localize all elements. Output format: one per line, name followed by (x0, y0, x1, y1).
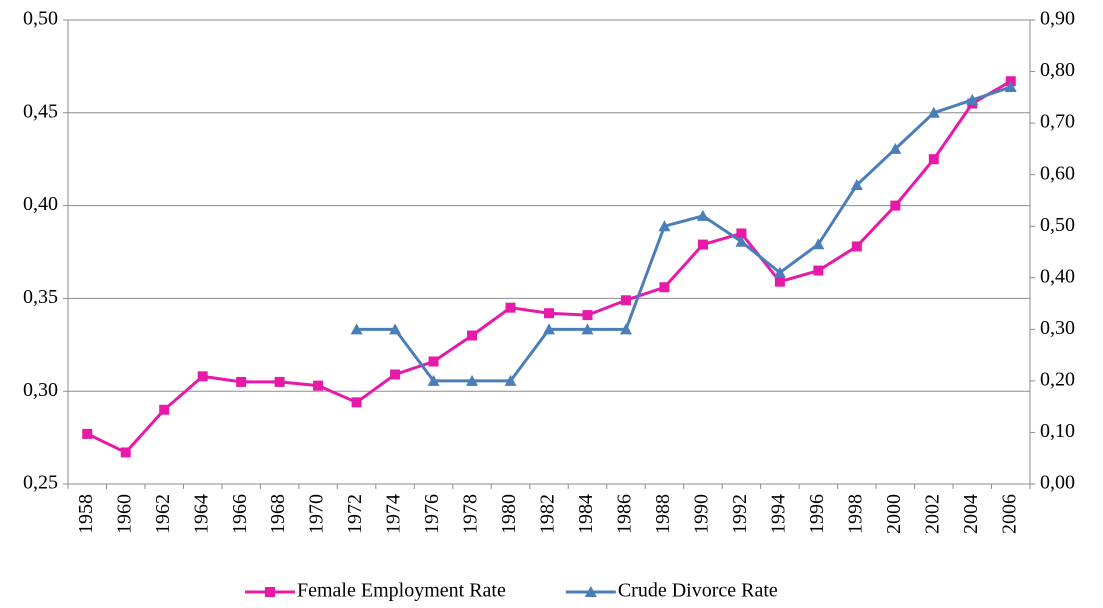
y2-tick-label: 0,40 (1040, 265, 1075, 287)
data-point (850, 178, 863, 190)
legend-marker (265, 587, 275, 597)
x-tick-label: 1982 (537, 494, 559, 534)
x-tick-label: 1980 (498, 494, 520, 534)
y2-tick-label: 0,20 (1040, 368, 1075, 390)
data-point (427, 374, 440, 386)
x-tick-label: 2006 (998, 494, 1020, 534)
data-point (350, 323, 363, 335)
series-line (356, 85, 1012, 383)
x-tick-label: 2000 (883, 494, 905, 534)
data-point (736, 228, 747, 239)
data-point (197, 371, 208, 382)
x-tick-label: 1960 (113, 494, 135, 534)
x-tick-label: 1998 (844, 494, 866, 534)
x-tick-label: 1996 (806, 494, 828, 534)
legend-marker (584, 586, 597, 597)
x-tick-label: 1992 (729, 494, 751, 534)
data-point (619, 323, 632, 335)
x-tick-label: 2004 (960, 494, 982, 534)
data-point (658, 220, 671, 232)
y2-tick-label: 0,80 (1040, 59, 1075, 81)
data-point (543, 323, 555, 335)
y2-tick-label: 0,10 (1040, 420, 1075, 442)
y-tick-label: 0,45 (23, 100, 58, 122)
data-point (1004, 81, 1017, 93)
legend-label: Female Employment Rate (297, 580, 506, 602)
data-point (313, 380, 324, 391)
data-point (120, 447, 131, 458)
data-point (774, 276, 785, 287)
data-point (467, 330, 478, 341)
y2-tick-label: 0,00 (1040, 472, 1075, 494)
data-point (928, 154, 939, 165)
x-tick-label: 1968 (267, 494, 289, 534)
x-tick-label: 1974 (383, 494, 405, 534)
series-line (86, 79, 1012, 455)
data-point (620, 295, 631, 306)
x-tick-label: 1990 (691, 494, 713, 534)
data-point (927, 106, 940, 118)
data-point (389, 323, 402, 335)
x-tick-label: 1994 (767, 494, 789, 534)
data-point (696, 209, 709, 221)
data-point (274, 376, 285, 387)
y2-tick-label: 0,30 (1040, 317, 1075, 339)
legend-label: Crude Divorce Rate (618, 580, 778, 602)
data-point (159, 404, 170, 415)
x-tick-label: 1958 (75, 494, 97, 534)
data-point (659, 282, 670, 293)
x-tick-label: 1978 (460, 494, 482, 534)
x-tick-label: 1976 (421, 494, 443, 534)
data-point (773, 266, 786, 278)
data-point (581, 323, 594, 335)
x-tick-label: 1986 (614, 494, 636, 534)
data-point (889, 142, 902, 154)
y2-tick-label: 0,50 (1040, 214, 1075, 236)
x-tick-label: 1970 (306, 494, 328, 534)
data-point (697, 239, 708, 250)
data-point (582, 310, 593, 321)
y2-tick-label: 0,60 (1040, 162, 1075, 184)
data-point (505, 302, 516, 313)
data-point (813, 265, 824, 276)
data-point (890, 200, 901, 211)
x-tick-label: 1964 (190, 494, 212, 534)
y-tick-label: 0,50 (23, 8, 58, 30)
data-point (466, 374, 479, 386)
y-tick-label: 0,25 (23, 472, 58, 494)
data-point (236, 376, 247, 387)
x-tick-label: 1972 (344, 494, 366, 534)
y-tick-label: 0,30 (23, 379, 58, 401)
y-tick-label: 0,35 (23, 286, 58, 308)
data-point (812, 238, 825, 250)
x-tick-label: 2002 (921, 494, 943, 534)
data-point (735, 235, 748, 247)
data-point (544, 308, 554, 319)
x-tick-label: 1988 (652, 494, 674, 534)
data-point (966, 93, 979, 105)
data-point (504, 374, 517, 386)
y2-tick-label: 0,90 (1040, 8, 1075, 30)
data-point (82, 428, 93, 439)
x-tick-label: 1984 (575, 494, 597, 534)
data-point (351, 397, 362, 408)
y2-tick-label: 0,70 (1040, 111, 1075, 133)
y-tick-label: 0,40 (23, 193, 58, 215)
data-point (851, 241, 862, 252)
x-tick-label: 1966 (229, 494, 251, 534)
data-point (428, 356, 439, 367)
data-point (390, 369, 401, 380)
x-tick-label: 1962 (152, 494, 174, 534)
